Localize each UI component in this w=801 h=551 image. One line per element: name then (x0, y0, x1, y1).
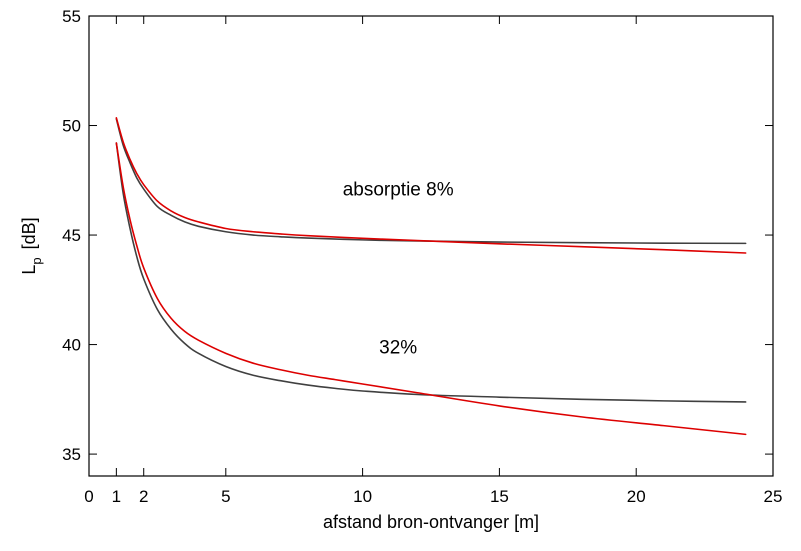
series-layer (115, 117, 747, 436)
x-tick-label: 20 (627, 487, 646, 506)
y-tick-label: 55 (62, 7, 81, 26)
y-axis-label-unit: [dB] (19, 217, 39, 249)
series-line-4 (115, 142, 747, 436)
y-axis-label-subscript: p (29, 257, 44, 264)
annotation-1: absorptie 8% (343, 180, 454, 201)
x-tick-label: 2 (139, 487, 148, 506)
x-tick-label: 5 (221, 487, 230, 506)
x-tick-label: 25 (764, 487, 783, 506)
y-tick-label: 50 (62, 117, 81, 136)
y-tick-label: 45 (62, 226, 81, 245)
x-tick-label: 0 (84, 487, 93, 506)
annotations-layer: absorptie 8% 32% (343, 180, 454, 359)
series-line-1 (115, 118, 747, 245)
plot-area (88, 15, 774, 477)
y-axis-label: Lp [dB] (19, 217, 44, 274)
series-line-2 (115, 117, 747, 254)
series-line-3 (115, 142, 747, 403)
annotation-2: 32% (379, 337, 417, 358)
y-tick-label: 40 (62, 336, 81, 355)
x-tick-label: 1 (112, 487, 121, 506)
x-tick-label: 10 (353, 487, 372, 506)
y-axis-label-main: L (19, 265, 39, 275)
x-axis-label: afstand bron-ontvanger [m] (323, 512, 539, 532)
x-tick-label: 15 (490, 487, 509, 506)
y-tick-label: 35 (62, 445, 81, 464)
